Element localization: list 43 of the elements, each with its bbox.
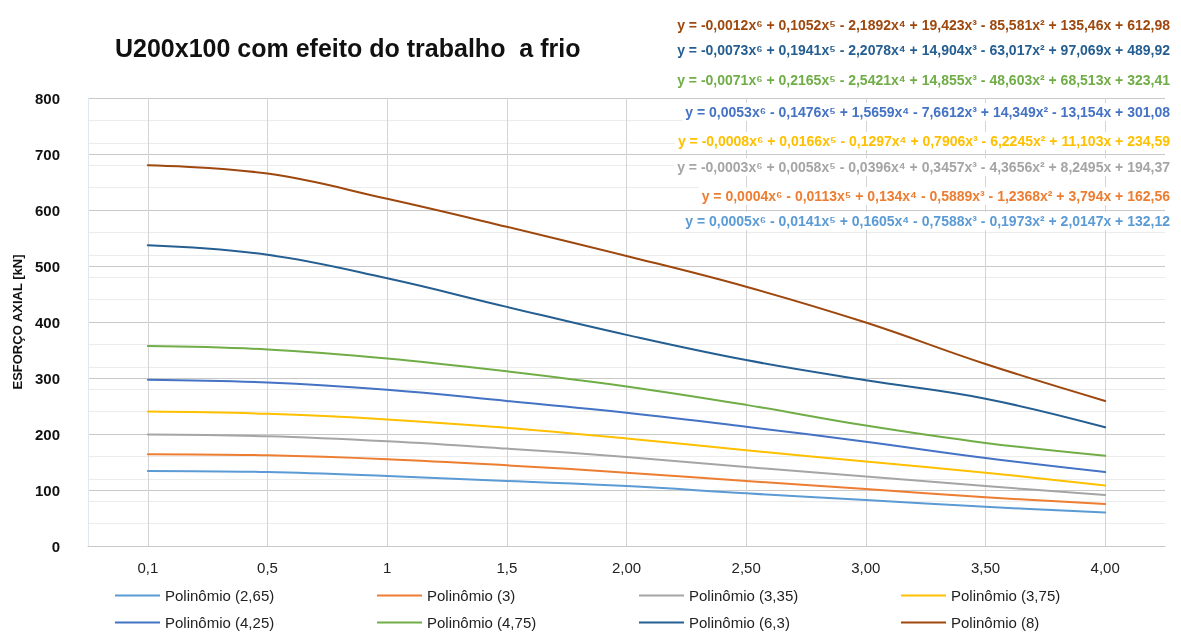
y-axis-title: ESFORÇO AXIAL [kN] xyxy=(10,254,26,390)
y-tick-label: 700 xyxy=(34,145,60,163)
y-tick-label: 600 xyxy=(34,201,60,219)
legend-label: Polinômio (3,75) xyxy=(951,587,1061,604)
x-tick-label: 2,50 xyxy=(731,559,761,576)
y-tick-label: 800 xyxy=(34,89,60,107)
legend-label: Polinômio (4,75) xyxy=(427,614,537,631)
legend-label: Polinômio (3) xyxy=(427,587,516,604)
line-series xyxy=(146,453,1107,505)
annotation: y = 0,0053x⁶ - 0,1476x⁵ + 1,5659x⁴ - 7,6612x³ + 14,349x² - 13,154x + 301,08 xyxy=(685,104,1171,120)
line-series xyxy=(146,433,1107,497)
legend-label: Polinômio (6,3) xyxy=(689,614,790,631)
line-series xyxy=(146,345,1107,457)
chart-title: U200x100 com efeito do trabalho a frio xyxy=(115,33,581,62)
text: y = -0,0073x⁶ + 0,1941x⁵ - 2,2078x⁴ + 14,904x³ - 63,017x² + 97,069x + 489,92 xyxy=(677,42,1171,58)
annotation: y = 0,0005x⁶ - 0,0141x⁵ + 0,1605x⁴ - 0,7588x³ - 0,1973x² + 2,0147x + 132,12 xyxy=(685,213,1171,229)
annotation: y = -0,0003x⁶ + 0,0058x⁵ - 0,0396x⁴ + 0,3457x³ - 4,3656x² + 8,2495x + 194,37 xyxy=(677,159,1171,175)
y-tick-label: 100 xyxy=(34,481,60,499)
x-tick-label: 3,50 xyxy=(970,559,1001,576)
text: y = -0,0012x⁶ + 0,1052x⁵ - 2,1892x⁴ + 19,423x³ - 85,581x² + 135,46x + 612,98 xyxy=(677,17,1171,33)
legend-label: Polinômio (3,35) xyxy=(689,587,799,604)
y-tick-label: 400 xyxy=(34,313,60,331)
y-tick-label: 500 xyxy=(34,257,60,275)
legend-label: Polinômio (2,65) xyxy=(165,587,275,604)
line-series xyxy=(146,410,1107,487)
x-tick-label: 1 xyxy=(382,559,392,576)
line-series xyxy=(146,378,1107,474)
x-tick-label: 3,00 xyxy=(851,559,881,576)
x-tick-label: 4,00 xyxy=(1090,559,1120,576)
line-series xyxy=(146,469,1107,514)
y-tick-label: 200 xyxy=(34,425,60,443)
y-tick-label: 300 xyxy=(34,369,60,387)
x-tick-label: 2,00 xyxy=(611,559,642,576)
y-tick-label: 0 xyxy=(51,537,60,555)
legend-label: Polinômio (8) xyxy=(951,614,1040,631)
x-tick-label: 1,5 xyxy=(496,559,518,576)
legend-label: Polinômio (4,25) xyxy=(165,614,275,631)
text: y = -0,0071x⁶ + 0,2165x⁵ - 2,5421x⁴ + 14,855x³ - 48,603x² + 68,513x + 323,41 xyxy=(677,72,1171,88)
line-series xyxy=(146,244,1107,429)
x-tick-label: 0,1 xyxy=(137,559,159,576)
annotation: y = -0,0008x⁶ + 0,0166x⁵ - 0,1297x⁴ + 0,7906x³ - 6,2245x² + 11,103x + 234,59 xyxy=(677,133,1171,149)
x-tick-label: 0,5 xyxy=(257,559,278,576)
annotation: y = 0,0004x⁶ - 0,0113x⁵ + 0,134x⁴ - 0,5889x³ - 1,2368x² + 3,794x + 162,56 xyxy=(701,188,1171,204)
